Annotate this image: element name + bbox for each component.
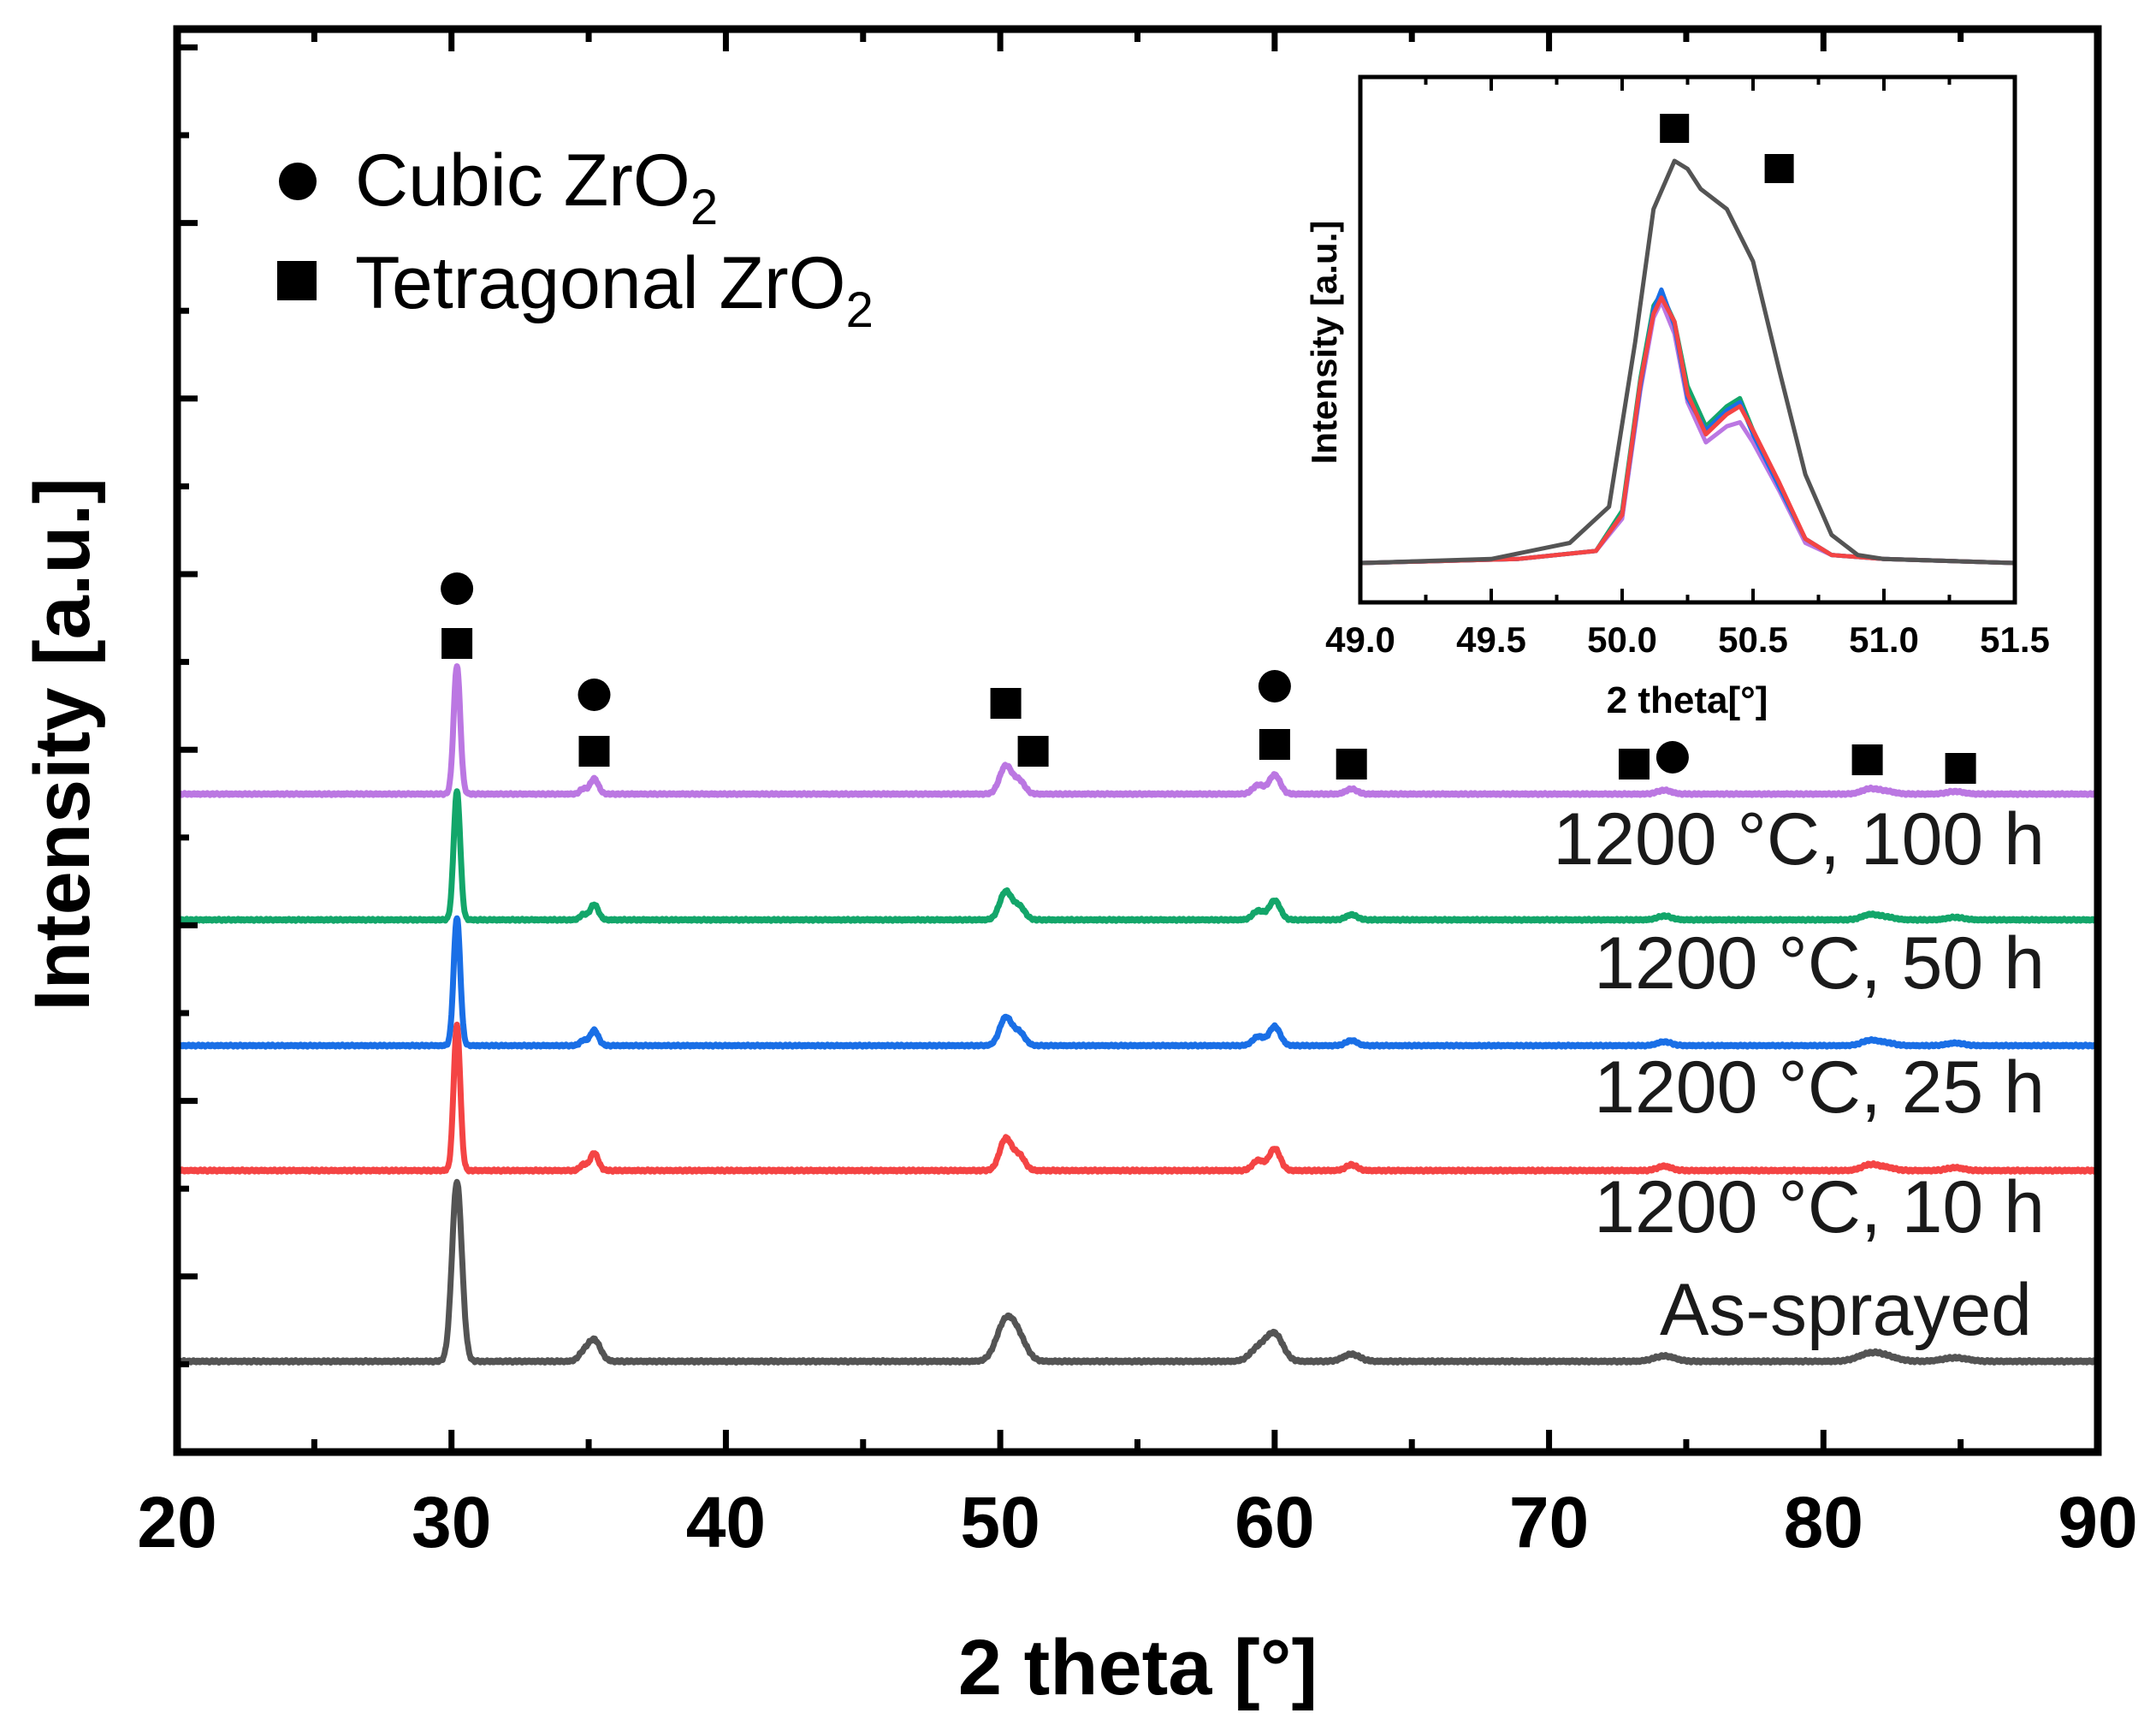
- series-label: 1200 °C, 10 h: [1594, 1166, 2045, 1248]
- series-label: 1200 °C, 100 h: [1553, 798, 2045, 880]
- legend: Cubic ZrO2 Tetragonal ZrO2: [277, 139, 874, 338]
- series-label: 1200 °C, 25 h: [1594, 1046, 2045, 1129]
- series-line-1200-c-100-h: [175, 663, 2100, 798]
- series-line-1200-c-25-h: [175, 915, 2100, 1050]
- series-label: 1200 °C, 50 h: [1594, 922, 2045, 1005]
- inset-plot: 49.0 49.5 50.0 50.5 51.0 51.5 2 theta[°] Inte…: [1304, 74, 2050, 721]
- inset-x-tick-label: 50.5: [1718, 619, 1788, 660]
- x-tick-label: 30: [412, 1482, 491, 1562]
- phase-marker-tetragonal: [1851, 744, 1883, 775]
- main-plot: 20 30 40 50 60 70 80 90 As-sprayed 1200 °C, 10 h…: [19, 25, 2138, 1711]
- phase-marker-tetragonal: [441, 628, 473, 659]
- main-x-axis-label: 2 theta [°]: [958, 1624, 1318, 1711]
- x-tick-label: 80: [1784, 1482, 1863, 1562]
- legend-tetragonal-label: Tetragonal ZrO2: [355, 242, 874, 338]
- phase-marker-tetragonal: [1017, 736, 1049, 767]
- inset-phase-marker-tetragonal: [1660, 114, 1690, 143]
- inset-background: [1360, 77, 2015, 602]
- x-tick-label: 40: [686, 1482, 766, 1562]
- phase-marker-cubic: [441, 572, 474, 605]
- inset-x-tick-label: 51.5: [1980, 619, 2050, 660]
- inset-x-axis-label: 2 theta[°]: [1607, 679, 1768, 721]
- inset-series-line-0: [1359, 158, 2016, 566]
- series-line-as-sprayed: [175, 1178, 2100, 1366]
- inset-curves: [1359, 158, 2016, 566]
- legend-square-marker: [277, 261, 317, 300]
- phase-marker-cubic: [1656, 741, 1689, 774]
- main-plot-frame: [173, 25, 2102, 1456]
- main-phase-markers: [441, 572, 1976, 784]
- main-y-axis-label: Intensity [a.u.]: [19, 477, 106, 1011]
- inset-frame: [1358, 74, 2017, 605]
- series-line-1200-c-10-h: [175, 1022, 2101, 1175]
- x-tick-label: 70: [1509, 1482, 1589, 1562]
- phase-marker-tetragonal: [1259, 729, 1290, 760]
- inset-x-tick-labels: 49.0 49.5 50.0 50.5 51.0 51.5: [1325, 619, 2050, 660]
- series-line-1200-c-50-h: [175, 788, 2100, 924]
- phase-marker-cubic: [1258, 670, 1291, 702]
- main-series-labels: As-sprayed 1200 °C, 10 h 1200 °C, 25 h 1200…: [1553, 798, 2045, 1351]
- inset-y-axis-label: Intensity [a.u.]: [1304, 221, 1344, 465]
- phase-marker-tetragonal: [990, 688, 1022, 719]
- phase-marker-tetragonal: [1619, 749, 1650, 780]
- phase-marker-tetragonal: [1945, 753, 1976, 784]
- inset-phase-markers: [1660, 114, 1794, 183]
- x-tick-label: 50: [960, 1482, 1040, 1562]
- phase-marker-tetragonal: [578, 736, 610, 767]
- inset-series-line-1: [1359, 295, 2016, 566]
- legend-cubic-label: Cubic ZrO2: [355, 139, 718, 235]
- main-curves: [175, 663, 2101, 1366]
- x-tick-label: 60: [1235, 1482, 1314, 1562]
- series-label: As-sprayed: [1660, 1269, 2032, 1351]
- x-tick-label: 20: [137, 1482, 216, 1562]
- phase-marker-tetragonal: [1336, 749, 1367, 780]
- inset-x-tick-label: 49.5: [1456, 619, 1526, 660]
- inset-x-tick-label: 50.0: [1587, 619, 1657, 660]
- legend-circle-marker: [279, 163, 317, 200]
- main-x-tick-labels: 20 30 40 50 60 70 80 90: [137, 1482, 2137, 1562]
- inset-x-tick-label: 51.0: [1849, 619, 1919, 660]
- x-tick-label: 90: [2058, 1482, 2137, 1562]
- inset-phase-marker-tetragonal: [1764, 154, 1794, 183]
- inset-x-tick-label: 49.0: [1325, 619, 1395, 660]
- phase-marker-cubic: [578, 679, 611, 711]
